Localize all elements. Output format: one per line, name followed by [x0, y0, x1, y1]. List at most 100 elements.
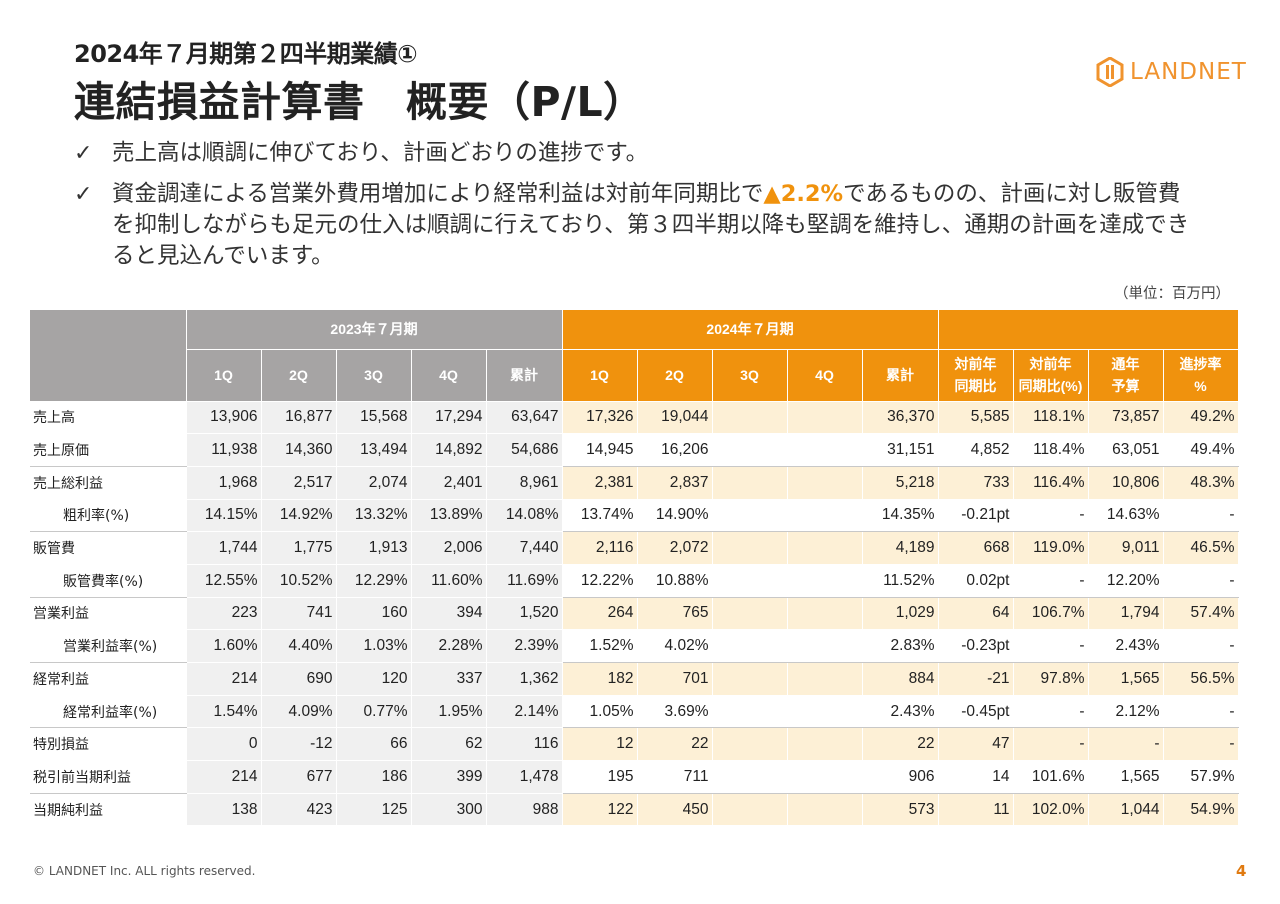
cell-2024-3q — [712, 760, 788, 794]
table-row: 販管費率(%) 12.55% 10.52% 12.29% 11.60% 11.69% 12.… — [30, 564, 1239, 598]
cell-2024-2q: 711 — [637, 760, 713, 794]
cell-2023-4q: 394 — [411, 597, 487, 631]
cell-budget: 1,044 — [1088, 793, 1164, 827]
cell-2024-2q: 14.90% — [637, 499, 713, 533]
cell-2023-total: 14.08% — [486, 499, 563, 533]
cell-2024-3q — [712, 695, 788, 729]
row-label: 経常利益 — [30, 662, 187, 696]
cell-2024-total: 36,370 — [862, 401, 939, 435]
cell-yoy-diff: -21 — [938, 662, 1014, 696]
cell-2024-4q — [787, 760, 863, 794]
cell-2024-3q — [712, 433, 788, 467]
cell-yoy-diff: 0.02pt — [938, 564, 1014, 598]
cell-2024-total: 884 — [862, 662, 939, 696]
row-label: 税引前当期利益 — [30, 760, 187, 794]
cell-2023-1q: 13,906 — [186, 401, 262, 435]
cell-2023-3q: 2,074 — [336, 466, 412, 500]
group-header-2024: 2024年７月期 — [562, 310, 939, 350]
cell-2024-total: 5,218 — [862, 466, 939, 500]
cell-yoy-diff: 4,852 — [938, 433, 1014, 467]
cell-2024-1q: 264 — [562, 597, 638, 631]
cell-2024-3q — [712, 727, 788, 762]
cell-yoy-pct: 116.4% — [1013, 466, 1089, 500]
cell-2023-1q: 214 — [186, 760, 262, 794]
cell-progress: 46.5% — [1163, 531, 1239, 565]
cell-2024-3q — [712, 597, 788, 631]
col-header-line: 予算 — [1111, 378, 1140, 394]
cell-yoy-pct: 102.0% — [1013, 793, 1089, 827]
cell-budget: 10,806 — [1088, 466, 1164, 500]
cell-2023-3q: 125 — [336, 793, 412, 827]
cell-yoy-diff: 14 — [938, 760, 1014, 794]
cell-budget: 12.20% — [1088, 564, 1164, 598]
col-header-progress: 進捗率% — [1163, 349, 1239, 402]
cell-2024-total: 4,189 — [862, 531, 939, 565]
cell-2024-1q: 1.05% — [562, 695, 638, 729]
table-row: 税引前当期利益 214 677 186 399 1,478 195 711 906 14 101.6… — [30, 760, 1239, 794]
col-header-2023-total: 累計 — [486, 349, 563, 402]
cell-budget: 1,565 — [1088, 662, 1164, 696]
cell-progress: - — [1163, 564, 1239, 598]
cell-2024-4q — [787, 629, 863, 663]
cell-2024-total: 22 — [862, 727, 939, 762]
cell-2023-4q: 2,401 — [411, 466, 487, 500]
cell-2024-4q — [787, 695, 863, 729]
cell-2023-4q: 17,294 — [411, 401, 487, 435]
cell-2024-total: 2.43% — [862, 695, 939, 729]
cell-2023-4q: 300 — [411, 793, 487, 827]
col-header-line: 対前年 — [954, 356, 997, 372]
table-row: 売上原価 11,938 14,360 13,494 14,892 54,686 14,945… — [30, 433, 1239, 467]
cell-2023-3q: 66 — [336, 727, 412, 762]
cell-yoy-pct: - — [1013, 564, 1089, 598]
cell-2023-2q: 677 — [261, 760, 337, 794]
cell-budget: - — [1088, 727, 1164, 762]
cell-2023-1q: 12.55% — [186, 564, 262, 598]
cell-2023-total: 1,478 — [486, 760, 563, 794]
group-header-comparison — [938, 310, 1239, 350]
col-header-line: % — [1194, 378, 1207, 394]
cell-2023-2q: 16,877 — [261, 401, 337, 435]
checkmark-icon: ✓ — [74, 141, 93, 166]
table-row: 特別損益 0 -12 66 62 116 12 22 22 47- - - — [30, 727, 1239, 762]
row-label: 特別損益 — [30, 727, 187, 762]
cell-budget: 2.43% — [1088, 629, 1164, 663]
cell-2023-total: 7,440 — [486, 531, 563, 565]
cell-2024-4q — [787, 564, 863, 598]
cell-2023-1q: 11,938 — [186, 433, 262, 467]
cell-2023-3q: 13.32% — [336, 499, 412, 533]
group-header-2023: 2023年７月期 — [186, 310, 563, 350]
cell-2024-total: 573 — [862, 793, 939, 827]
cell-progress: 54.9% — [1163, 793, 1239, 827]
cell-progress: 56.5% — [1163, 662, 1239, 696]
cell-yoy-pct: 97.8% — [1013, 662, 1089, 696]
cell-2023-2q: 2,517 — [261, 466, 337, 500]
row-label: 販管費 — [30, 531, 187, 565]
cell-2024-2q: 701 — [637, 662, 713, 696]
cell-2024-4q — [787, 401, 863, 435]
cell-2024-4q — [787, 662, 863, 696]
cell-2023-1q: 1,968 — [186, 466, 262, 500]
cell-2024-2q: 22 — [637, 727, 713, 762]
cell-yoy-pct: 118.4% — [1013, 433, 1089, 467]
cell-2023-1q: 1.54% — [186, 695, 262, 729]
cell-2024-2q: 2,072 — [637, 531, 713, 565]
cell-budget: 73,857 — [1088, 401, 1164, 435]
row-label: 売上高 — [30, 401, 187, 435]
table-row: 営業利益率(%) 1.60% 4.40% 1.03% 2.28% 2.39% 1.52% 4.… — [30, 629, 1239, 663]
cell-2024-3q — [712, 629, 788, 663]
cell-2023-total: 1,520 — [486, 597, 563, 631]
cell-2023-1q: 1.60% — [186, 629, 262, 663]
highlight-value: ▲2.2% — [763, 181, 844, 207]
col-header-2024-1q: 1Q — [562, 349, 638, 402]
cell-2024-3q — [712, 793, 788, 827]
cell-2023-total: 988 — [486, 793, 563, 827]
row-label: 売上原価 — [30, 433, 187, 467]
col-header-budget: 通年 予算 — [1088, 349, 1164, 402]
cell-2023-3q: 1,913 — [336, 531, 412, 565]
cell-2024-4q — [787, 531, 863, 565]
pl-table-body: 売上高 13,906 16,877 15,568 17,294 63,647 17,326 1… — [30, 401, 1239, 827]
unit-note: （単位：百万円） — [1114, 286, 1230, 302]
cell-2024-total: 906 — [862, 760, 939, 794]
cell-2023-2q: -12 — [261, 727, 337, 762]
cell-2024-3q — [712, 401, 788, 435]
